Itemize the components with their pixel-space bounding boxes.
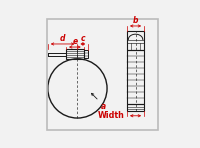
Bar [127,50,144,104]
Text: c: c [81,34,85,43]
Bar [127,31,144,50]
Bar [127,104,144,111]
Bar [66,49,84,59]
Text: b: b [133,16,138,25]
Text: Width: Width [98,111,125,120]
Bar [84,50,88,58]
Text: d: d [60,34,65,43]
Text: a: a [101,102,106,111]
Text: e: e [72,37,77,46]
